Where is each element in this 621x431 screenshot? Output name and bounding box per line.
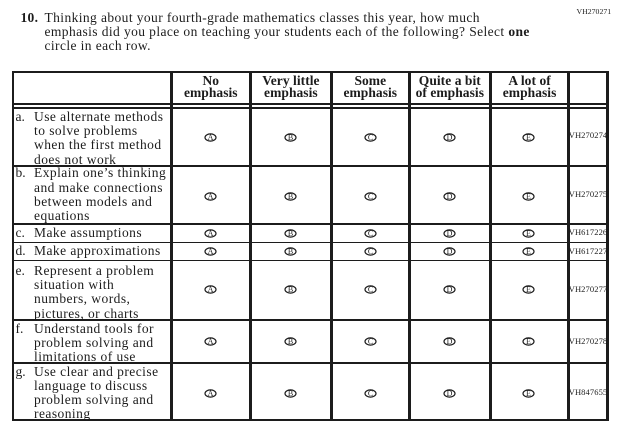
svg-text:B: B	[288, 337, 293, 346]
svg-text:D: D	[447, 247, 453, 256]
svg-text:D: D	[447, 285, 453, 294]
svg-text:E: E	[526, 285, 531, 294]
svg-text:E: E	[526, 337, 531, 346]
svg-text:A: A	[208, 247, 214, 256]
svg-text:B: B	[288, 285, 293, 294]
svg-text:D: D	[447, 133, 453, 142]
svg-text:B: B	[288, 192, 293, 201]
svg-text:A: A	[208, 389, 214, 398]
svg-text:D: D	[447, 229, 453, 238]
svg-text:B: B	[288, 229, 293, 238]
svg-text:C: C	[367, 389, 372, 398]
svg-text:A: A	[208, 285, 214, 294]
svg-text:E: E	[526, 192, 531, 201]
svg-text:C: C	[367, 192, 372, 201]
svg-text:E: E	[526, 133, 531, 142]
svg-text:C: C	[367, 337, 372, 346]
svg-text:A: A	[208, 229, 214, 238]
svg-text:B: B	[288, 247, 293, 256]
svg-text:C: C	[367, 133, 372, 142]
svg-text:C: C	[367, 229, 372, 238]
svg-text:C: C	[367, 247, 372, 256]
svg-text:D: D	[447, 337, 453, 346]
svg-text:E: E	[526, 229, 531, 238]
svg-text:C: C	[367, 285, 372, 294]
svg-text:D: D	[447, 192, 453, 201]
svg-text:D: D	[447, 389, 453, 398]
svg-text:E: E	[526, 389, 531, 398]
svg-text:B: B	[288, 389, 293, 398]
svg-text:A: A	[208, 192, 214, 201]
svg-text:E: E	[526, 247, 531, 256]
svg-text:B: B	[288, 133, 293, 142]
svg-text:A: A	[208, 133, 214, 142]
svg-text:A: A	[208, 337, 214, 346]
